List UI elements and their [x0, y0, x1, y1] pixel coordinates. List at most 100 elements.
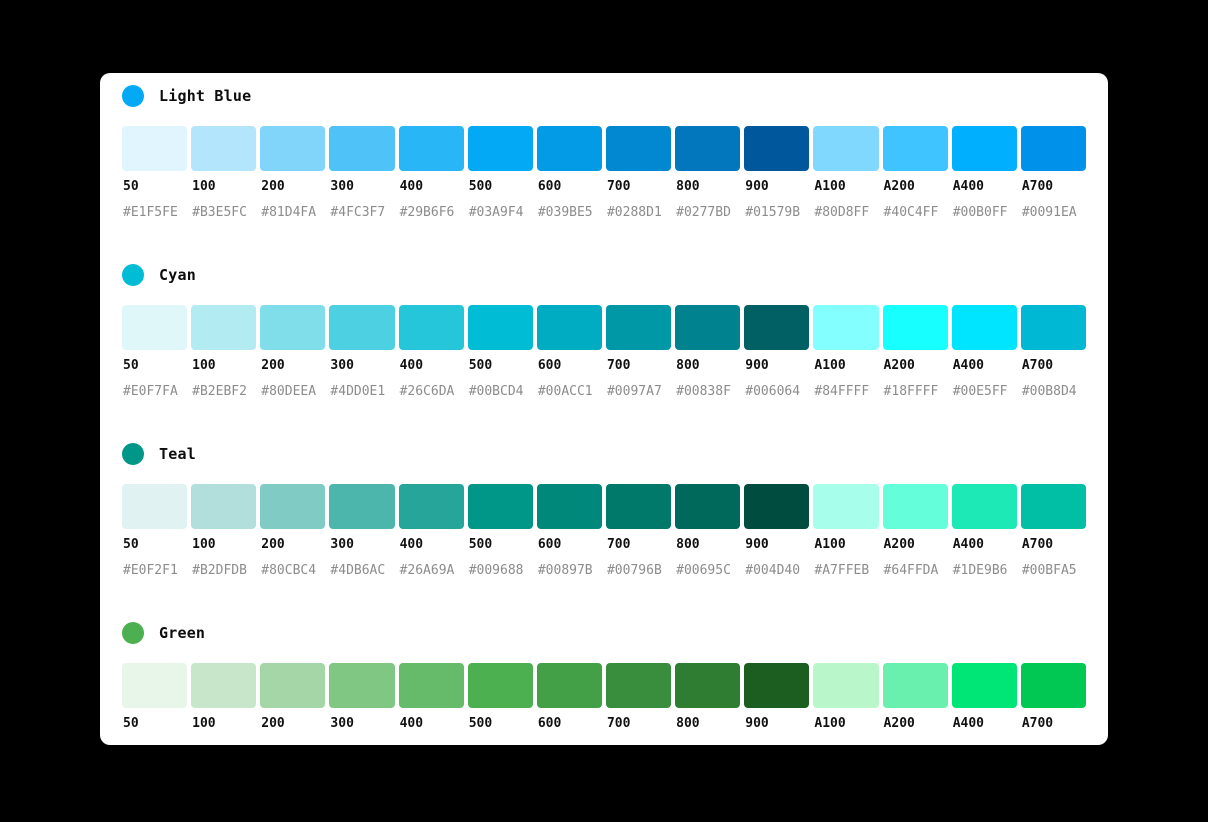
swatch-hex-label: #0277BD	[676, 205, 731, 220]
swatch-shade-label: 900	[745, 716, 769, 731]
color-swatch[interactable]	[605, 484, 672, 529]
color-swatch[interactable]	[260, 305, 326, 350]
palette-name: Green	[159, 624, 206, 642]
swatch-cell: 100 #B2EBF2	[191, 305, 257, 399]
color-swatch[interactable]	[467, 126, 533, 171]
color-swatch[interactable]	[536, 663, 602, 708]
swatch-hex-label: #E0F2F1	[123, 563, 178, 578]
color-swatch[interactable]	[882, 663, 948, 708]
swatch-cell: A700 #00B8D4	[1020, 305, 1086, 399]
swatch-cell: 100 #B2DFDB	[191, 484, 257, 578]
swatch-hex-label: #29B6F6	[399, 205, 455, 220]
swatch-hex-label: #40C4FF	[883, 205, 939, 220]
swatch-hex-label: #00BFA5	[1021, 563, 1077, 578]
color-swatch[interactable]	[122, 305, 188, 350]
color-swatch[interactable]	[329, 126, 395, 171]
color-swatch[interactable]	[813, 484, 879, 529]
color-swatch[interactable]	[536, 484, 602, 529]
color-swatch[interactable]	[191, 305, 257, 350]
color-swatch[interactable]	[1020, 663, 1086, 708]
swatch-cell: 400 #29B6F6	[398, 126, 464, 220]
color-swatch[interactable]	[1020, 484, 1086, 529]
swatch-cell: 700 #0097A7	[605, 305, 672, 399]
color-swatch[interactable]	[467, 663, 533, 708]
swatch-cell: 300 #4DB6AC	[329, 484, 395, 578]
swatch-row: 50 #E0F2F1 100 #B2DFDB 200 #80CBC4 300 #…	[122, 484, 1086, 578]
color-swatch[interactable]	[675, 663, 741, 708]
color-swatch[interactable]	[882, 305, 948, 350]
color-swatch[interactable]	[329, 663, 395, 708]
swatch-shade-label: 500	[468, 716, 493, 731]
color-swatch[interactable]	[536, 305, 602, 350]
color-swatch[interactable]	[260, 663, 326, 708]
color-swatch[interactable]	[122, 484, 188, 529]
swatch-cell: 300 #4DD0E1	[329, 305, 395, 399]
swatch-cell: 300 #4FC3F7	[329, 126, 395, 220]
swatch-shade-label: 100	[192, 179, 216, 194]
color-swatch[interactable]	[882, 126, 948, 171]
color-swatch[interactable]	[675, 484, 741, 529]
color-swatch[interactable]	[329, 305, 395, 350]
swatch-shade-label: A400	[952, 537, 984, 552]
swatch-cell: 500	[467, 663, 533, 731]
color-swatch[interactable]	[951, 484, 1017, 529]
color-swatch[interactable]	[744, 663, 810, 708]
swatch-hex-label: #0097A7	[606, 384, 662, 399]
color-swatch[interactable]	[605, 305, 672, 350]
color-swatch[interactable]	[329, 484, 395, 529]
color-swatch[interactable]	[1020, 305, 1086, 350]
color-swatch[interactable]	[813, 126, 879, 171]
color-swatch[interactable]	[536, 126, 602, 171]
color-swatch[interactable]	[744, 305, 810, 350]
color-swatch[interactable]	[260, 484, 326, 529]
color-swatch[interactable]	[605, 126, 672, 171]
swatch-shade-label: 100	[192, 716, 216, 731]
color-swatch[interactable]	[951, 305, 1017, 350]
color-swatch[interactable]	[675, 305, 741, 350]
color-swatch[interactable]	[398, 484, 464, 529]
swatch-shade-label: 700	[606, 358, 631, 373]
swatch-cell: 400	[398, 663, 464, 731]
swatch-hex-label: #4DD0E1	[330, 384, 386, 399]
color-swatch[interactable]	[191, 126, 257, 171]
swatch-hex-label: #80CBC4	[261, 563, 317, 578]
color-swatch[interactable]	[122, 126, 188, 171]
color-swatch[interactable]	[122, 663, 188, 708]
swatch-shade-label: 500	[468, 537, 493, 552]
swatch-hex-label: #64FFDA	[883, 563, 939, 578]
swatch-cell: 600 #00ACC1	[536, 305, 602, 399]
palette-color-dot-icon	[122, 264, 144, 286]
color-swatch[interactable]	[191, 663, 257, 708]
swatch-shade-label: A200	[883, 358, 915, 373]
palette-section-teal: Teal 50 #E0F2F1 100 #B2DFDB 200 #80CBC4 …	[122, 443, 1086, 578]
color-swatch[interactable]	[813, 305, 879, 350]
color-swatch[interactable]	[675, 126, 741, 171]
palette-color-dot-icon	[122, 443, 144, 465]
swatch-cell: 600	[536, 663, 602, 731]
swatch-shade-label: A400	[952, 716, 984, 731]
color-swatch[interactable]	[744, 126, 810, 171]
swatch-cell: 800 #0277BD	[675, 126, 741, 220]
color-swatch[interactable]	[882, 484, 948, 529]
color-swatch[interactable]	[191, 484, 257, 529]
color-swatch[interactable]	[605, 663, 672, 708]
swatch-cell: 500 #03A9F4	[467, 126, 533, 220]
color-swatch[interactable]	[951, 126, 1017, 171]
color-swatch[interactable]	[398, 663, 464, 708]
color-swatch[interactable]	[467, 484, 533, 529]
swatch-hex-label: #18FFFF	[883, 384, 939, 399]
color-swatch[interactable]	[260, 126, 326, 171]
color-swatch[interactable]	[398, 305, 464, 350]
swatch-hex-label: #26C6DA	[399, 384, 455, 399]
color-swatch[interactable]	[398, 126, 464, 171]
color-swatch[interactable]	[744, 484, 810, 529]
color-swatch[interactable]	[1020, 126, 1086, 171]
swatch-cell: 200	[260, 663, 326, 731]
swatch-hex-label: #26A69A	[399, 563, 455, 578]
swatch-shade-label: A100	[814, 716, 846, 731]
color-swatch[interactable]	[467, 305, 533, 350]
color-swatch[interactable]	[813, 663, 879, 708]
swatch-shade-label: 300	[330, 179, 354, 194]
color-swatch[interactable]	[951, 663, 1017, 708]
